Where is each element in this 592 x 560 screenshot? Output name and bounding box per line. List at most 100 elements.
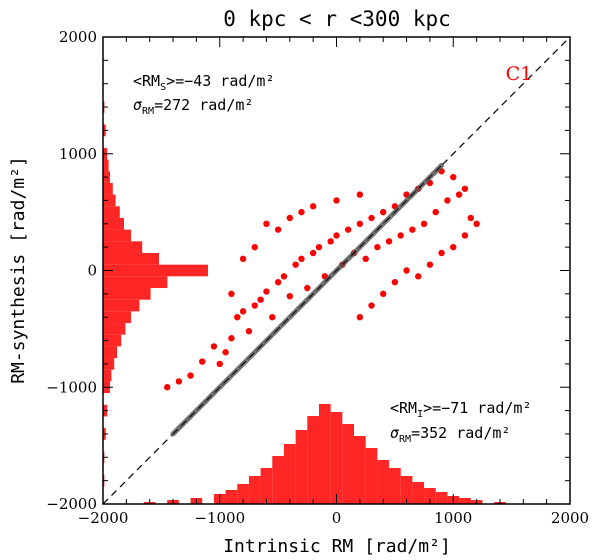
scatter-point bbox=[368, 302, 375, 309]
scatter-point bbox=[420, 220, 428, 227]
diagonal-band bbox=[170, 162, 445, 437]
scatter-point bbox=[450, 243, 457, 251]
annotation-bottom-right-sigma-sub: RM bbox=[399, 434, 411, 445]
hist-x-bar bbox=[412, 482, 425, 504]
hist-y-bar bbox=[103, 334, 122, 347]
hist-y-bar bbox=[103, 229, 131, 242]
annotation-top-left-mean: <RMS>=−43 rad/m² bbox=[133, 72, 275, 93]
hist-x-bar bbox=[260, 468, 273, 504]
hist-y-bar bbox=[103, 182, 113, 195]
scatter-point bbox=[280, 273, 288, 280]
scatter-point bbox=[368, 214, 375, 222]
hist-y-bar bbox=[103, 276, 168, 289]
hist-x-bar bbox=[330, 412, 343, 504]
hist-y-bar bbox=[103, 252, 159, 265]
scatter-point bbox=[309, 249, 317, 257]
scatter-point bbox=[228, 335, 235, 342]
annotation-bottom-right-mean: <RMI>=−71 rad/m² bbox=[390, 399, 532, 420]
scatter-point bbox=[274, 278, 282, 286]
scatter-point bbox=[222, 349, 229, 356]
hist-y-bar bbox=[103, 159, 109, 172]
scatter-point bbox=[175, 378, 183, 385]
scatter-point bbox=[403, 267, 410, 274]
scatter-point bbox=[315, 243, 323, 251]
scatter-point bbox=[432, 208, 439, 216]
hist-x-bar bbox=[365, 448, 378, 504]
scatter-point bbox=[304, 284, 311, 292]
scatter-point bbox=[298, 255, 305, 263]
scatter-point bbox=[362, 255, 369, 263]
scatter-point bbox=[263, 288, 270, 295]
y-axis-title: RM-synthesis [rad/m²] bbox=[8, 156, 29, 384]
scatter-point bbox=[286, 292, 293, 300]
scatter-point bbox=[397, 232, 404, 239]
hist-y-bar bbox=[103, 194, 116, 207]
annotation-top-left-mean-sub: S bbox=[160, 82, 166, 93]
scatter-point bbox=[292, 261, 299, 268]
scatter-point bbox=[438, 249, 445, 257]
scatter-point bbox=[426, 261, 434, 268]
chart-title: 0 kpc < r <300 kpc bbox=[223, 7, 451, 31]
hist-y-bar bbox=[103, 299, 140, 312]
scatter-point bbox=[473, 220, 480, 227]
y-tick-label: −2000 bbox=[46, 495, 97, 513]
hist-x-bar bbox=[295, 430, 308, 504]
hist-x-bar bbox=[377, 460, 390, 504]
scatter-point bbox=[467, 214, 474, 222]
hist-x-bar bbox=[389, 468, 401, 504]
diagonal-band-dash bbox=[172, 165, 442, 435]
scatter-point bbox=[274, 226, 282, 233]
hist-x-bar bbox=[272, 456, 284, 504]
scatter-point bbox=[245, 328, 253, 335]
scatter-point bbox=[333, 197, 340, 204]
plot-area bbox=[102, 36, 571, 505]
y-tick-label: 2000 bbox=[59, 28, 97, 46]
annotation-top-left-sigma-sub: RM bbox=[142, 106, 154, 117]
scatter-point bbox=[455, 191, 463, 198]
scatter-point bbox=[374, 243, 381, 251]
hist-y-bar bbox=[103, 217, 124, 230]
scatter-point bbox=[187, 372, 194, 379]
hist-y-bar bbox=[103, 206, 120, 218]
hist-y-bar bbox=[103, 311, 131, 324]
scatter-point bbox=[164, 384, 171, 391]
hist-x-bar bbox=[435, 492, 448, 504]
scatter-point bbox=[356, 220, 364, 227]
x-tick-label: 1000 bbox=[434, 509, 472, 527]
hist-x-bar bbox=[283, 444, 296, 504]
scatter-point bbox=[210, 343, 218, 350]
x-tick-label: 0 bbox=[332, 509, 342, 527]
scatter-point bbox=[450, 173, 457, 181]
hist-y-bar bbox=[103, 264, 208, 277]
annotation-bottom-right-mean-sub: I bbox=[417, 409, 423, 420]
scatter-point bbox=[409, 226, 416, 233]
scatter-point bbox=[356, 191, 364, 198]
hist-y-bar bbox=[103, 346, 117, 359]
scatter-point bbox=[333, 232, 340, 239]
scatter-point bbox=[380, 290, 387, 298]
scatter-point bbox=[298, 208, 305, 216]
scatter-point bbox=[391, 278, 399, 286]
annotation-bottom-right: <RMI>=−71 rad/m² σRM=352 rad/m² bbox=[390, 399, 532, 445]
hist-x-bar bbox=[237, 484, 249, 504]
scatter-point bbox=[251, 243, 258, 251]
y-tick-label: −1000 bbox=[46, 378, 97, 396]
scatter-point bbox=[380, 208, 387, 216]
x-tick-label: −2000 bbox=[78, 509, 129, 527]
scatter-point bbox=[251, 302, 258, 309]
scatter-point bbox=[239, 255, 247, 263]
scatter-point bbox=[309, 203, 317, 210]
hist-x-bar bbox=[342, 424, 355, 504]
scatter-point bbox=[415, 273, 422, 280]
scatter-point bbox=[234, 314, 241, 321]
x-tick-label: 2000 bbox=[551, 509, 589, 527]
scatter-point bbox=[263, 220, 270, 227]
scatter-point bbox=[228, 290, 235, 298]
scatter-point bbox=[257, 296, 264, 303]
scatter-point bbox=[461, 232, 469, 239]
x-axis-title: Intrinsic RM [rad/m²] bbox=[223, 536, 451, 557]
hist-x-bar bbox=[459, 498, 471, 504]
hist-x-bar bbox=[225, 490, 238, 504]
scatter-point bbox=[327, 238, 334, 245]
